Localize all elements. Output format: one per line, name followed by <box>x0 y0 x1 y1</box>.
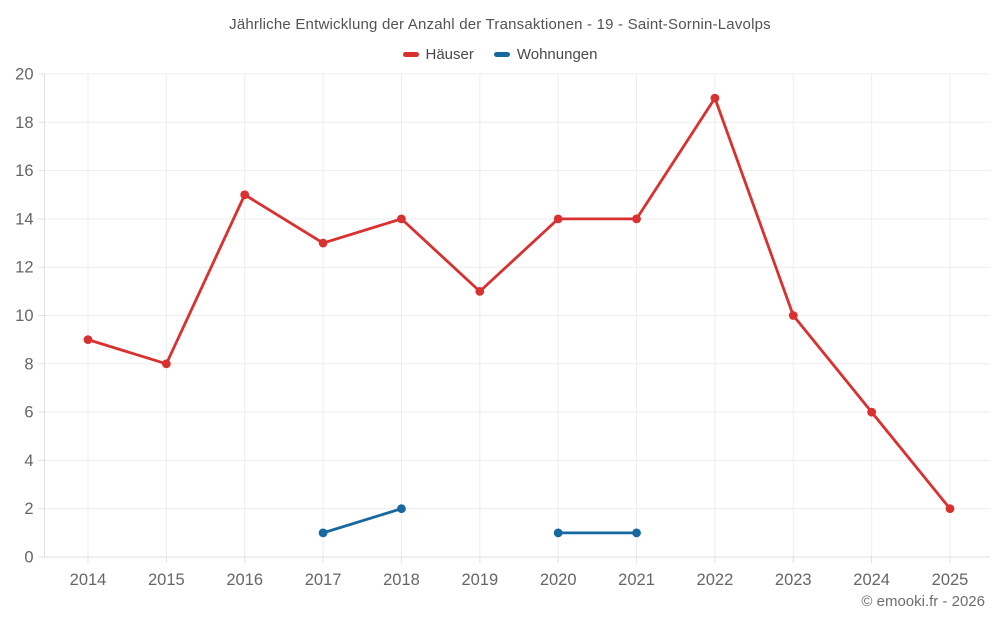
legend-swatch-haeuser <box>402 52 419 57</box>
data-point-wohnungen[interactable] <box>318 528 328 538</box>
data-point-häuser[interactable] <box>83 335 93 345</box>
data-point-wohnungen[interactable] <box>632 528 641 538</box>
y-tick-label: 2 <box>24 500 33 518</box>
data-point-häuser[interactable] <box>318 238 328 248</box>
copyright-footer: © emooki.fr - 2026 <box>861 593 985 610</box>
y-tick-label: 0 <box>24 549 33 567</box>
legend-item-haeuser[interactable]: Häuser <box>402 46 474 63</box>
data-point-wohnungen[interactable] <box>397 504 406 514</box>
y-tick-label: 16 <box>15 162 33 180</box>
x-tick-label: 2020 <box>540 571 577 589</box>
x-tick-label: 2025 <box>932 571 969 589</box>
x-tick-label: 2019 <box>461 571 498 589</box>
y-tick-label: 20 <box>15 66 33 84</box>
x-tick-label: 2015 <box>148 571 185 589</box>
x-tick-label: 2014 <box>70 571 107 589</box>
data-point-häuser[interactable] <box>553 214 563 224</box>
x-tick-label: 2023 <box>775 571 812 589</box>
x-tick-label: 2018 <box>383 571 420 589</box>
x-tick-label: 2016 <box>226 571 263 589</box>
legend-swatch-wohnungen <box>493 52 510 57</box>
x-tick-label: 2021 <box>618 571 655 589</box>
data-point-häuser[interactable] <box>710 93 720 103</box>
x-tick-label: 2024 <box>853 571 890 589</box>
legend-label-wohnungen: Wohnungen <box>516 46 598 63</box>
y-tick-label: 8 <box>24 355 33 373</box>
data-point-häuser[interactable] <box>632 214 641 224</box>
legend-label-haeuser: Häuser <box>425 46 474 63</box>
y-tick-label: 14 <box>15 210 33 228</box>
y-tick-label: 12 <box>15 259 33 277</box>
y-tick-label: 10 <box>15 307 33 325</box>
data-point-häuser[interactable] <box>788 311 798 320</box>
series-line-häuser <box>86 96 952 511</box>
y-tick-label: 18 <box>15 114 33 132</box>
y-tick-label: 4 <box>24 452 33 470</box>
series-line-wohnungen <box>321 507 403 535</box>
data-point-häuser[interactable] <box>867 407 877 417</box>
data-point-wohnungen[interactable] <box>553 528 563 538</box>
data-point-häuser[interactable] <box>240 190 250 200</box>
data-point-häuser[interactable] <box>161 359 171 369</box>
data-point-häuser[interactable] <box>397 214 406 224</box>
x-tick-label: 2017 <box>305 571 342 589</box>
data-point-häuser[interactable] <box>945 504 955 514</box>
legend: Häuser Wohnungen <box>0 46 1000 63</box>
y-tick-label: 6 <box>24 404 33 422</box>
x-tick-label: 2022 <box>697 571 734 589</box>
data-point-häuser[interactable] <box>475 286 485 296</box>
legend-item-wohnungen[interactable]: Wohnungen <box>493 46 598 63</box>
chart-title: Jährliche Entwicklung der Anzahl der Tra… <box>229 16 771 33</box>
